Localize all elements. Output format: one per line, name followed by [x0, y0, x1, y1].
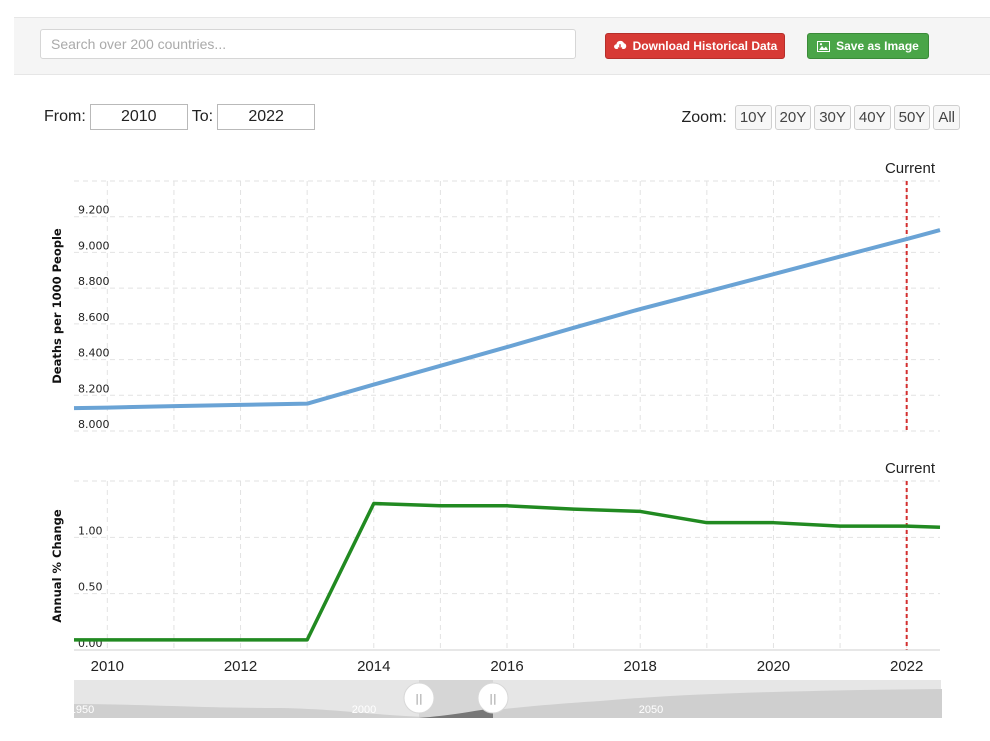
download-button-label: Download Historical Data	[632, 39, 778, 53]
zoom-50y-button[interactable]: 50Y	[893, 105, 931, 130]
navigator-selected-area	[419, 708, 493, 718]
download-historical-data-button[interactable]: Download Historical Data	[605, 33, 785, 59]
navigator-left-handle[interactable]: ||	[403, 682, 435, 714]
x-tick-label: 2022	[890, 658, 923, 675]
x-tick-label: 2016	[490, 658, 523, 675]
x-tick-label: 2020	[757, 658, 790, 675]
y-tick-label: 9.200	[78, 204, 110, 217]
series-line	[74, 501, 941, 642]
y-tick-label: 1.00	[78, 524, 103, 537]
y-tick-label: 8.400	[78, 347, 110, 360]
y-axis-title: Annual % Change	[50, 509, 64, 622]
save-as-image-button[interactable]: Save as Image	[807, 33, 929, 59]
x-tick-label: 2012	[224, 658, 257, 675]
y-axis-title: Deaths per 1000 People	[50, 228, 64, 384]
y-tick-label: 9.000	[78, 239, 110, 252]
navigator-area	[74, 689, 942, 718]
navigator-year-label: 2000	[352, 704, 376, 716]
chart-panel-1: 8.000 8.200 8.400 8.600 8.800 9.000 9.200 Death…	[50, 160, 941, 432]
to-label: To:	[191, 108, 214, 125]
save-button-label: Save as Image	[836, 39, 919, 53]
zoom-30y-button[interactable]: 30Y	[814, 105, 851, 130]
handle-grip-icon: ||	[415, 692, 422, 705]
cloud-download-icon	[613, 40, 626, 51]
series-line	[73, 228, 941, 411]
from-label: From:	[44, 108, 86, 125]
handle-knob	[477, 682, 509, 714]
toolbar: Download Historical Data Save as Image	[14, 17, 990, 75]
zoom-controls: Zoom: 10Y 20Y 30Y 40Y 50Y All	[681, 105, 960, 130]
y-tick-label: 8.200	[78, 382, 110, 395]
to-year-input[interactable]	[217, 104, 316, 130]
handle-grip-icon: ||	[489, 692, 496, 705]
zoom-20y-button[interactable]: 20Y	[774, 105, 812, 130]
zoom-all-button[interactable]: All	[933, 105, 960, 130]
image-icon	[817, 40, 831, 52]
zoom-10y-button[interactable]: 10Y	[734, 105, 772, 130]
handle-knob	[403, 682, 435, 714]
zoom-label: Zoom:	[681, 108, 727, 126]
x-tick-label: 2018	[624, 658, 657, 675]
y-tick-label: 0.50	[78, 581, 103, 594]
current-marker-label: Current	[885, 460, 936, 477]
zoom-40y-button[interactable]: 40Y	[853, 105, 891, 130]
navigator-year-label: 2050	[639, 704, 663, 716]
y-tick-label: 8.800	[78, 275, 110, 288]
navigator-year-label: 1950	[70, 704, 94, 716]
date-range: From: To:	[44, 104, 316, 130]
y-tick-label: 8.600	[78, 311, 110, 324]
x-tick-label: 2010	[91, 658, 124, 675]
x-tick-label: 2014	[357, 658, 390, 675]
search-input[interactable]	[40, 29, 576, 59]
current-marker-label: Current	[885, 160, 936, 177]
from-year-input[interactable]	[89, 104, 188, 130]
navigator-right-handle[interactable]: ||	[477, 682, 509, 714]
y-tick-label: 8.000	[78, 418, 110, 431]
